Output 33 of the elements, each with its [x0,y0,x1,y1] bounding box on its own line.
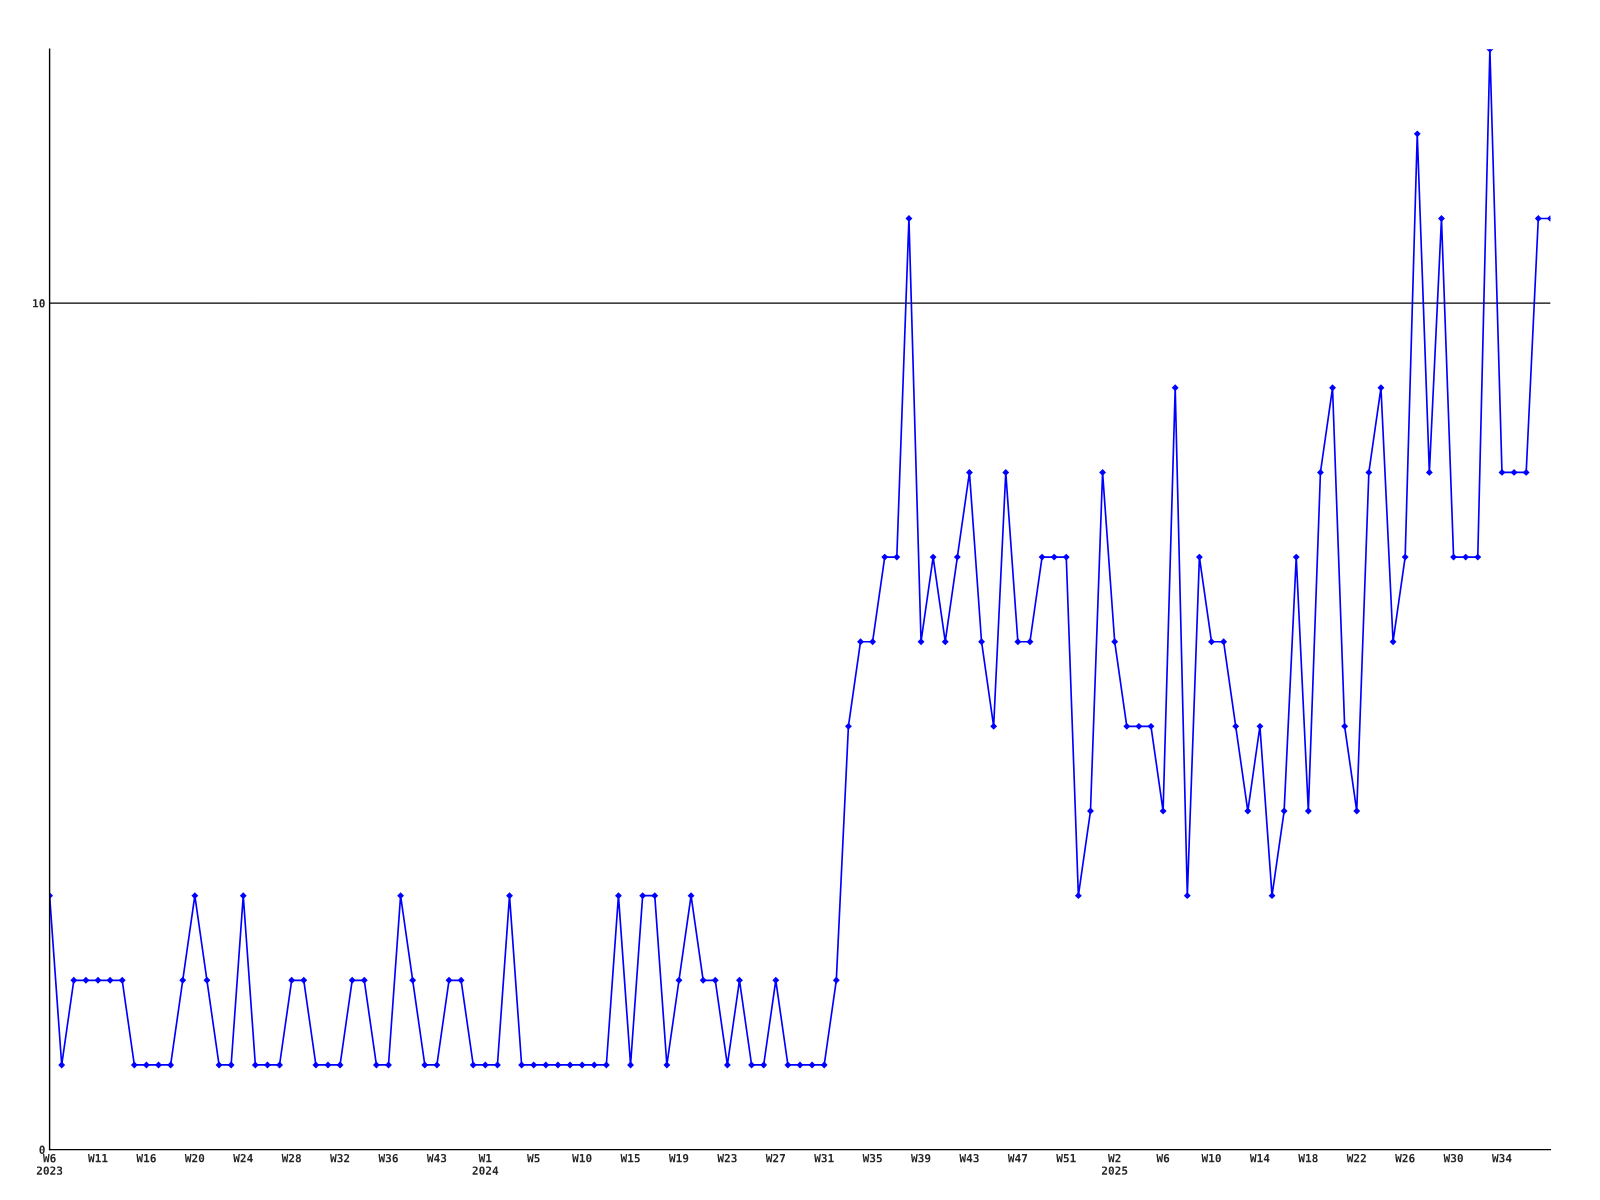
x-tick-label: W2 2025 [1101,1153,1128,1175]
x-tick-label: W51 [1056,1154,1076,1163]
x-tick-label: W6 2023 [36,1153,63,1175]
x-tick-label: W6 [1156,1153,1170,1163]
x-tick-label: W11 [87,1154,108,1163]
x-tick-label: W32 [330,1153,350,1163]
y-tick-label: 0 [39,1145,45,1154]
y-tick-label: 10 [33,299,45,308]
x-tick-label: W43 [959,1153,979,1163]
x-tick-label: W34 [1491,1153,1512,1163]
x-tick-label: W30 [1443,1153,1463,1163]
x-tick-label: W39 [911,1153,931,1163]
x-tick-label: W10 [572,1153,592,1163]
x-tick-label: W5 [527,1154,540,1163]
x-tick-label: W31 [814,1153,834,1163]
x-tick-label: W36 [378,1153,398,1163]
x-tick-label: W10 [1201,1153,1221,1163]
x-tick-label: W15 [620,1154,640,1163]
x-tick-label: W28 [281,1153,301,1163]
x-tick-label: W20 [184,1153,205,1163]
x-tick-label: W35 [862,1153,882,1163]
x-tick-label: W23 [717,1153,737,1163]
x-tick-label: W24 [233,1153,253,1163]
x-tick-label: W14 [1249,1154,1270,1163]
x-tick-label: W43 [426,1153,447,1163]
x-tick-label: W26 [1395,1153,1415,1163]
x-tick-label: W27 [765,1153,785,1163]
x-tick-label: W22 [1346,1153,1366,1163]
x-tick-label: W16 [136,1153,156,1163]
x-tick-label: W47 [1007,1154,1028,1163]
x-tick-label: W1 2024 [472,1154,499,1175]
x-tick-label: W19 [668,1154,689,1163]
x-tick-label: W18 [1298,1153,1318,1163]
